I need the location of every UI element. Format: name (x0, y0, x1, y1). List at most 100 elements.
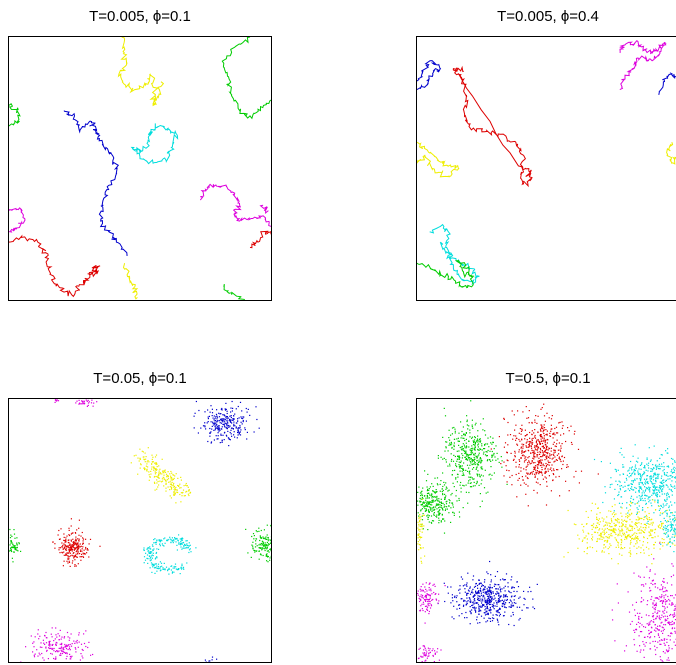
data-point (62, 544, 64, 546)
data-point (12, 561, 14, 563)
data-point (662, 529, 665, 531)
data-point (624, 490, 626, 492)
data-point (445, 486, 447, 488)
data-point (178, 485, 180, 487)
data-point (419, 497, 421, 499)
data-point (663, 517, 665, 519)
data-point (524, 438, 526, 440)
data-point (217, 427, 219, 429)
data-point (139, 458, 141, 460)
data-point (441, 488, 443, 490)
data-point (505, 607, 507, 609)
data-point (419, 530, 421, 532)
data-point (466, 617, 468, 619)
data-point (432, 520, 435, 522)
data-point (423, 646, 426, 648)
data-point (171, 481, 173, 483)
data-point (481, 585, 483, 587)
data-point (486, 601, 488, 604)
data-point (661, 525, 663, 527)
data-point (648, 496, 650, 498)
data-point (654, 611, 656, 613)
data-point (213, 422, 215, 424)
data-point (217, 420, 219, 422)
data-point (172, 478, 175, 480)
data-point (647, 470, 649, 472)
data-point (150, 551, 152, 553)
data-point (596, 550, 598, 552)
data-point (484, 602, 487, 604)
data-point (629, 543, 631, 545)
data-point (263, 529, 265, 531)
data-point (528, 441, 530, 443)
data-point (533, 489, 535, 491)
data-point (541, 456, 543, 458)
data-point (642, 544, 644, 546)
data-point (480, 483, 482, 485)
data-point (480, 610, 482, 612)
data-point (469, 454, 471, 456)
data-point (648, 554, 650, 557)
data-point (666, 638, 668, 640)
data-point (231, 410, 233, 412)
data-point (549, 457, 551, 459)
data-point (473, 454, 475, 456)
data-point (591, 538, 593, 540)
data-point (504, 596, 506, 598)
data-point (504, 579, 506, 581)
data-point (495, 614, 497, 616)
data-point (63, 651, 66, 653)
data-point (429, 501, 431, 503)
data-point (552, 437, 554, 439)
data-point (540, 436, 542, 438)
data-point (477, 599, 479, 601)
data-point (546, 445, 548, 448)
data-point (621, 554, 623, 556)
data-point (88, 641, 90, 643)
data-point (605, 521, 607, 523)
data-point (545, 456, 547, 458)
data-point (422, 601, 424, 603)
data-point (483, 604, 485, 606)
data-point (618, 553, 621, 555)
data-point (441, 502, 443, 505)
data-point (429, 506, 431, 508)
data-point (670, 632, 672, 634)
data-point (550, 424, 552, 426)
data-point (74, 554, 77, 557)
data-point (421, 526, 423, 528)
data-point (662, 632, 664, 634)
data-point (445, 461, 447, 463)
data-point (477, 441, 479, 443)
data-point (68, 527, 70, 529)
data-point (645, 514, 648, 516)
data-point (470, 454, 472, 456)
data-point (216, 415, 218, 417)
data-point (425, 497, 427, 499)
data-point (496, 618, 498, 620)
data-point (220, 419, 222, 421)
data-point (650, 478, 652, 480)
data-point (237, 431, 239, 433)
data-point (265, 538, 267, 540)
data-point (654, 473, 657, 475)
data-point (432, 500, 434, 502)
data-point (14, 545, 16, 547)
data-point (417, 521, 419, 523)
data-point (474, 437, 476, 439)
data-point (649, 489, 651, 491)
data-point (661, 542, 663, 544)
data-point (464, 600, 466, 602)
data-point (33, 646, 35, 648)
data-point (418, 657, 420, 659)
data-point (537, 478, 539, 480)
data-point (463, 462, 465, 464)
data-point (188, 494, 190, 497)
data-point (469, 476, 471, 479)
data-point (604, 486, 606, 488)
data-point (486, 591, 488, 593)
data-point (435, 504, 437, 507)
data-point (653, 467, 655, 469)
data-point (167, 475, 169, 477)
data-point (458, 432, 460, 434)
